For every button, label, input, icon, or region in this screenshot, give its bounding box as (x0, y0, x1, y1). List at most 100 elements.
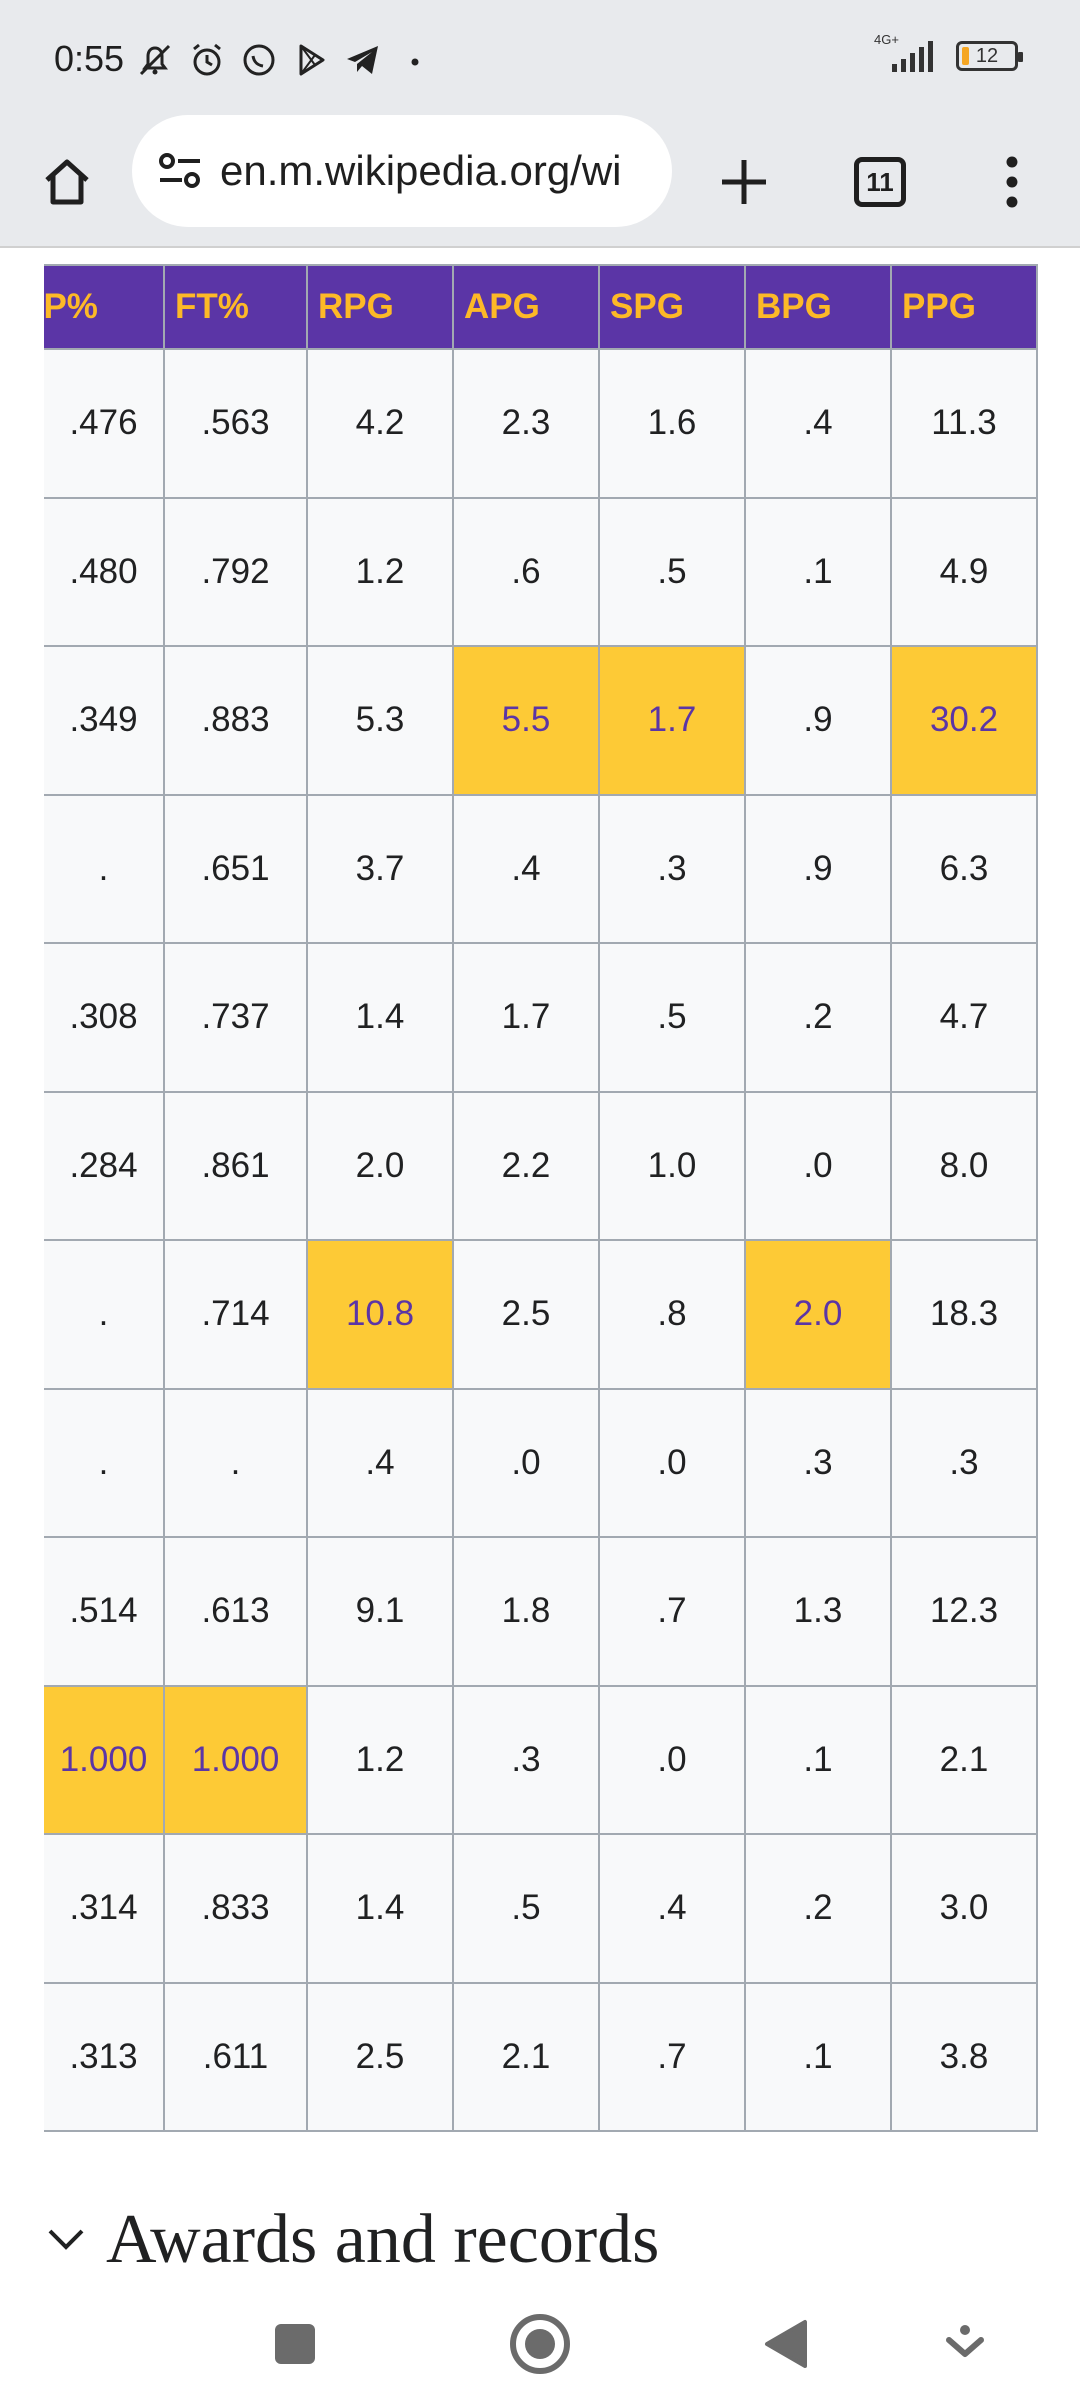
table-cell: .651 (163, 793, 308, 944)
table-cell: 4.9 (890, 496, 1038, 647)
header-ppg[interactable]: PPG (890, 264, 1038, 350)
status-bar: 0:55 4G+ (0, 0, 1080, 115)
table-cell: 1.2 (306, 496, 454, 647)
table-cell: .3 (890, 1387, 1038, 1538)
table-cell: .1 (744, 1684, 892, 1835)
table-cell: 1.4 (306, 942, 454, 1093)
back-button[interactable] (745, 2304, 825, 2384)
table-cell: 1.7 (598, 645, 746, 796)
table-cell: 9.1 (306, 1536, 454, 1687)
header-apg[interactable]: APG (452, 264, 600, 350)
table-cell: 18.3 (890, 1239, 1038, 1390)
table-row: .514.613 9.1 1.8.7 1.3 12.3 (44, 1536, 1038, 1687)
square-icon (275, 2324, 315, 2364)
table-cell: 8.0 (890, 1090, 1038, 1241)
table-cell: .0 (452, 1387, 600, 1538)
battery-level: 12 (975, 44, 999, 67)
table-cell: 2.1 (890, 1684, 1038, 1835)
status-icons (134, 40, 436, 80)
circle-home-icon (510, 2314, 570, 2374)
table-row: . .714 10.8 2.5.8 2.0 18.3 (44, 1239, 1038, 1390)
table-cell: 1.000 (44, 1684, 165, 1835)
table-cell: 2.5 (452, 1239, 600, 1390)
table-cell: 3.7 (306, 793, 454, 944)
table-cell: 30.2 (890, 645, 1038, 796)
table-cell: .313 (44, 1981, 165, 2132)
site-settings-icon[interactable] (156, 151, 206, 191)
table-cell: 10.8 (306, 1239, 454, 1390)
table-cell: .613 (163, 1536, 308, 1687)
header-spg[interactable]: SPG (598, 264, 746, 350)
table-cell: .2 (744, 942, 892, 1093)
table-cell: .308 (44, 942, 165, 1093)
table-cell: 11.3 (890, 348, 1038, 499)
table-cell: 4.7 (890, 942, 1038, 1093)
table-cell: .349 (44, 645, 165, 796)
table-cell: 5.3 (306, 645, 454, 796)
table-cell: .5 (452, 1833, 600, 1984)
table-cell: .1 (744, 496, 892, 647)
dot-icon (394, 40, 436, 80)
menu-button[interactable] (982, 137, 1042, 227)
table-cell: . (44, 1239, 165, 1390)
table-row: .308.737 1.4 1.7.5.2 4.7 (44, 942, 1038, 1093)
table-cell: 1.8 (452, 1536, 600, 1687)
header-bpg[interactable]: BPG (744, 264, 892, 350)
table-row: .. .4.0.0.3.3 (44, 1387, 1038, 1538)
table-cell: 1.2 (306, 1684, 454, 1835)
table-cell: .4 (744, 348, 892, 499)
table-cell: .5 (598, 942, 746, 1093)
table-cell: .737 (163, 942, 308, 1093)
table-cell: 2.0 (744, 1239, 892, 1390)
table-cell: 2.3 (452, 348, 600, 499)
table-row: .314.833 1.4.5.4.2 3.0 (44, 1833, 1038, 1984)
section-header-awards[interactable]: Awards and records (46, 2200, 659, 2280)
url-text[interactable]: en.m.wikipedia.org/wi (220, 147, 622, 194)
chevron-down-icon[interactable] (46, 2225, 86, 2255)
more-vert-icon (1006, 156, 1018, 208)
table-cell: .3 (598, 793, 746, 944)
new-tab-button[interactable] (706, 137, 782, 227)
table-cell: 12.3 (890, 1536, 1038, 1687)
table-cell: .476 (44, 348, 165, 499)
header-ft-pct[interactable]: FT% (163, 264, 308, 350)
table-row: .476.563 4.2 2.3 1.6.4 11.3 (44, 348, 1038, 499)
table-cell: 1.0 (598, 1090, 746, 1241)
tab-count[interactable]: 11 (854, 157, 906, 207)
table-cell: 2.0 (306, 1090, 454, 1241)
table-cell: 6.3 (890, 793, 1038, 944)
table-cell: 1.6 (598, 348, 746, 499)
battery-icon: 12 (956, 41, 1023, 71)
whatsapp-icon (238, 40, 280, 80)
stats-table: 3P% FT% RPG APG SPG BPG PPG .476.5634.22… (44, 264, 1038, 2132)
table-cell: .0 (744, 1090, 892, 1241)
home-button[interactable] (30, 137, 104, 227)
table-cell: .2 (744, 1833, 892, 1984)
table-cell: .8 (598, 1239, 746, 1390)
table-row: 1.000 1.000 1.2.3.0.1 2.1 (44, 1684, 1038, 1835)
table-row: .284.861 2.0 2.2 1.0.0 8.0 (44, 1090, 1038, 1241)
header-rpg[interactable]: RPG (306, 264, 454, 350)
table-cell: .314 (44, 1833, 165, 1984)
url-bar[interactable]: en.m.wikipedia.org/wi (132, 115, 672, 227)
table-cell: .3 (452, 1684, 600, 1835)
table-cell: .611 (163, 1981, 308, 2132)
status-time: 0:55 (54, 38, 125, 79)
home-nav-button[interactable] (500, 2304, 580, 2384)
play-store-icon (290, 40, 332, 80)
table-cell: .833 (163, 1833, 308, 1984)
assistant-button[interactable] (925, 2304, 1005, 2384)
table-cell: 1.7 (452, 942, 600, 1093)
table-cell: .9 (744, 793, 892, 944)
table-row: .480.792 1.2.6.5.1 4.9 (44, 496, 1038, 647)
header-3p-pct[interactable]: 3P% (44, 264, 165, 350)
tab-switcher-button[interactable]: 11 (842, 137, 918, 227)
table-cell: .5 (598, 496, 746, 647)
telegram-icon (342, 40, 384, 80)
table-cell: .883 (163, 645, 308, 796)
table-cell: 3.8 (890, 1981, 1038, 2132)
table-cell: .1 (744, 1981, 892, 2132)
table-cell: 1.000 (163, 1684, 308, 1835)
plus-icon (722, 160, 766, 204)
recent-apps-button[interactable] (255, 2304, 335, 2384)
